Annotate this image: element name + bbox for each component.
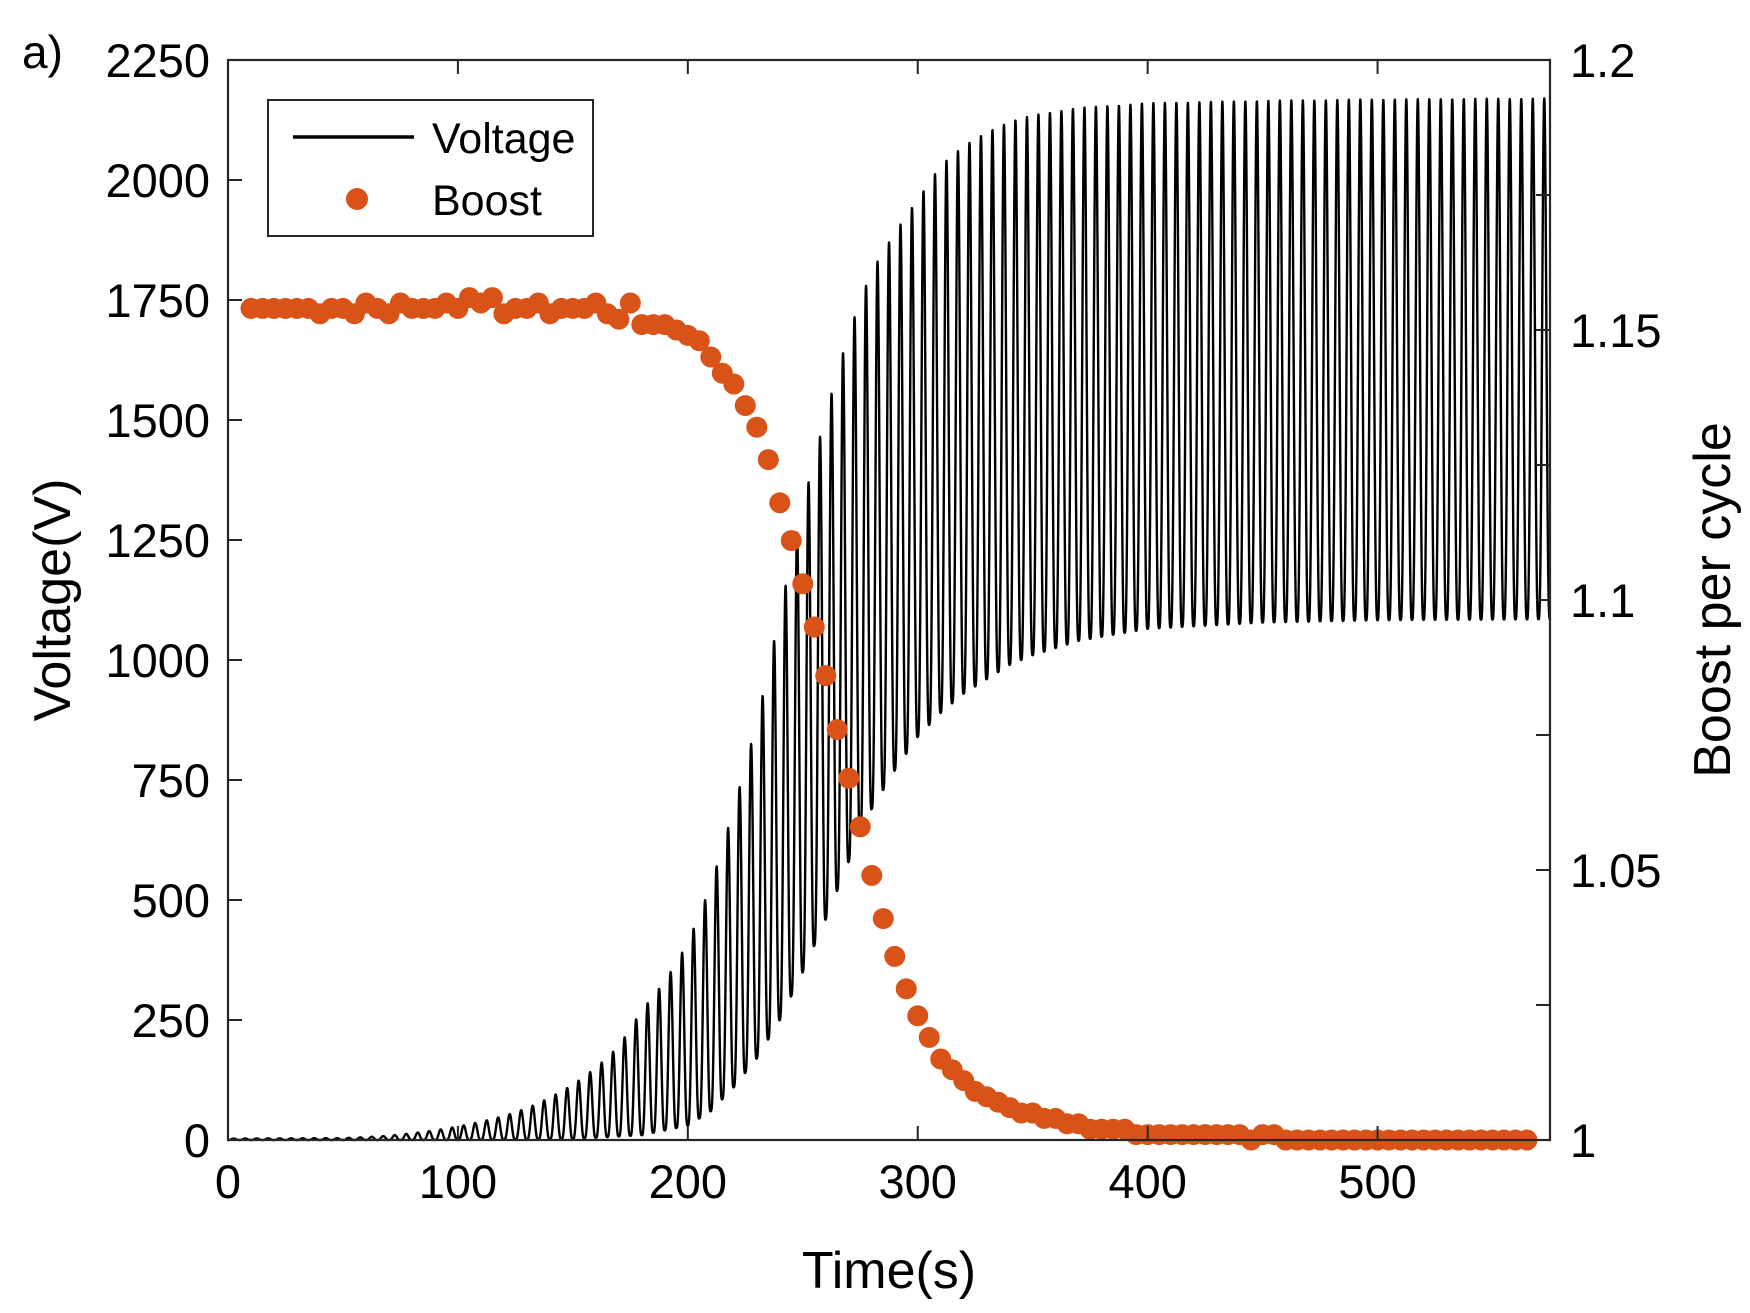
- boost-point: [861, 864, 883, 886]
- y2-tick-label: 1.05: [1570, 844, 1661, 897]
- x-tick-label: 100: [419, 1155, 497, 1208]
- boost-point: [803, 616, 825, 638]
- x-tick-label: 400: [1108, 1155, 1186, 1208]
- y-axis-right: 1 1.05 1.1 1.15 1.2: [1536, 34, 1661, 1167]
- legend-boost-swatch: [346, 188, 368, 210]
- boost-point: [895, 978, 917, 1000]
- plot-area: [226, 58, 1552, 1151]
- y-axis-left: 0 250 500 750 1000 1250 1500 1750 2000 2250: [105, 34, 242, 1167]
- y-tick-label: 0: [184, 1114, 210, 1167]
- legend-voltage-label: Voltage: [432, 115, 575, 163]
- y-axis-right-title: Boost per cycle: [1684, 422, 1742, 778]
- y-tick-label: 1750: [105, 274, 210, 327]
- panel-label: a): [22, 26, 63, 78]
- boost-point: [780, 530, 802, 552]
- boost-point: [907, 1005, 929, 1027]
- boost-point: [734, 395, 756, 417]
- x-tick-label: 300: [879, 1155, 957, 1208]
- y2-tick-label: 1.2: [1570, 34, 1635, 87]
- y-tick-label: 2250: [105, 34, 210, 87]
- boost-point: [838, 767, 860, 789]
- voltage-layer: [227, 97, 1551, 1142]
- x-axis: 0 100 200 300 400 500: [215, 60, 1417, 1208]
- boost-point: [481, 287, 503, 309]
- legend-box: [267, 99, 594, 237]
- boost-point: [688, 330, 710, 352]
- y-tick-label: 250: [132, 994, 210, 1047]
- boost-point: [619, 292, 641, 314]
- boost-point: [918, 1026, 940, 1048]
- boost-point: [723, 373, 745, 395]
- boost-point: [700, 346, 722, 368]
- boost-point: [746, 416, 768, 438]
- y-tick-label: 1000: [105, 634, 210, 687]
- x-tick-label: 200: [649, 1155, 727, 1208]
- y-tick-label: 500: [132, 874, 210, 927]
- y2-tick-label: 1.1: [1570, 574, 1635, 627]
- boost-point: [884, 945, 906, 967]
- boost-point: [792, 573, 814, 595]
- y2-tick-label: 1: [1570, 1114, 1596, 1167]
- x-tick-label: 0: [215, 1155, 241, 1208]
- y-tick-label: 2000: [105, 154, 210, 207]
- boost-point: [849, 816, 871, 838]
- x-tick-label: 500: [1338, 1155, 1416, 1208]
- series-voltage-line: [227, 97, 1551, 1142]
- boost-point: [608, 308, 630, 330]
- legend-boost-label: Boost: [432, 177, 542, 225]
- boost-point: [826, 719, 848, 741]
- y-axis-left-title: Voltage(V): [24, 479, 82, 722]
- boost-point: [815, 665, 837, 687]
- boost-point: [872, 908, 894, 930]
- y-tick-label: 750: [132, 754, 210, 807]
- y2-tick-label: 1.15: [1570, 304, 1661, 357]
- boost-point: [769, 492, 791, 514]
- legend: Voltage Boost: [267, 99, 594, 237]
- y-tick-label: 1250: [105, 514, 210, 567]
- boost-point: [757, 449, 779, 471]
- y-tick-label: 1500: [105, 394, 210, 447]
- x-axis-title: Time(s): [802, 1242, 976, 1300]
